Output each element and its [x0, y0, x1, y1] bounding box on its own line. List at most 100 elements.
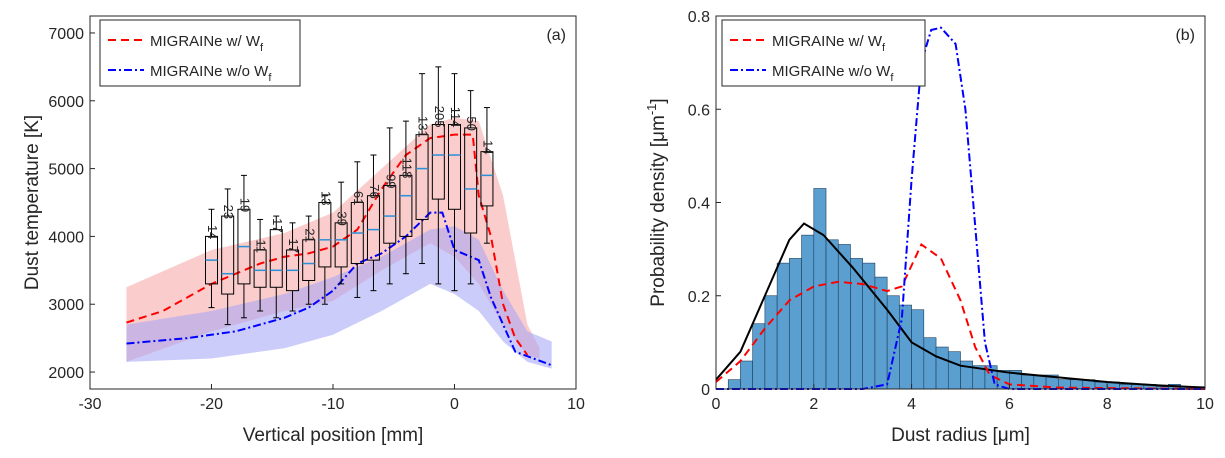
- box: [448, 124, 461, 210]
- count-label: 61: [351, 191, 366, 205]
- hist-bar: [923, 337, 937, 390]
- x-tick-label: -20: [200, 396, 223, 413]
- count-label: 114: [448, 107, 463, 128]
- hist-bar: [1021, 374, 1035, 390]
- legend-box: [721, 19, 926, 87]
- y-tick-label: 4000: [48, 229, 84, 246]
- hist-bar: [776, 262, 790, 390]
- y-axis-label: Dust temperature [K]: [22, 115, 43, 290]
- x-tick-label: 0: [450, 396, 459, 413]
- band: [126, 117, 540, 362]
- count-label: 39: [335, 211, 350, 225]
- series-line: [126, 211, 553, 367]
- hist-bar: [813, 188, 827, 390]
- count-label: 17: [270, 218, 285, 232]
- box: [431, 124, 445, 200]
- count-label: 21: [302, 228, 317, 242]
- hist-bar: [837, 244, 851, 390]
- count-label: 76: [367, 184, 382, 198]
- legend-label: MIGRAINe w/o Wf: [150, 63, 272, 84]
- count-label: 50: [464, 116, 479, 130]
- box: [269, 229, 283, 288]
- y-axis-label: Probability density [μm-1]: [644, 98, 669, 306]
- x-tick-label: 6: [1005, 396, 1014, 413]
- legend-subscript: f: [268, 72, 272, 84]
- count-label: 14: [205, 225, 220, 239]
- legend-label: MIGRAINe w/ Wf: [150, 33, 264, 54]
- box: [399, 174, 413, 237]
- y-axis-label-sup: -1: [644, 104, 659, 116]
- count-label: 11: [254, 239, 269, 253]
- series-line: [716, 26, 1205, 390]
- x-axis-label: Dust radius [μm]: [891, 425, 1030, 446]
- x-tick-label: -30: [78, 396, 101, 413]
- box: [302, 239, 316, 281]
- y-tick-label: 7000: [48, 26, 84, 43]
- legend-name: MIGRAINe w/ W: [772, 33, 883, 50]
- x-tick-label: 4: [907, 396, 916, 413]
- legend-subscript: f: [890, 72, 894, 84]
- box: [366, 195, 380, 261]
- band: [126, 226, 552, 369]
- count-label: 13: [318, 191, 333, 205]
- count-label: 131: [416, 116, 431, 138]
- count-label: 19: [238, 198, 253, 212]
- x-axis-label: Vertical position [mm]: [243, 425, 424, 446]
- y-axis-label-main: Dust temperature [K]: [22, 115, 43, 290]
- y-axis-label-end: ]: [648, 98, 669, 103]
- y-axis-label-main: Probability density [μm: [648, 115, 669, 307]
- hist-bar: [899, 304, 912, 390]
- x-tick-label: 10: [1196, 396, 1214, 413]
- count-label: 23: [221, 205, 236, 219]
- x-tick-label: 0: [712, 396, 721, 413]
- legend-label: MIGRAINe w/o Wf: [772, 63, 894, 84]
- hist-bar: [874, 276, 888, 390]
- y-tick-label: 5000: [48, 162, 84, 179]
- box: [464, 127, 478, 234]
- y-tick-label: 6000: [48, 94, 84, 111]
- box: [383, 185, 397, 244]
- panel-label: (a): [546, 27, 566, 44]
- box: [221, 215, 235, 295]
- x-tick-label: 2: [809, 396, 818, 413]
- legend-name: MIGRAINe w/o W: [150, 63, 269, 80]
- hist-bar: [825, 239, 839, 390]
- y-tick-label: 0.2: [688, 289, 710, 306]
- count-label: 205: [432, 106, 447, 128]
- hist-bar: [801, 234, 815, 390]
- legend-label: MIGRAINe w/ Wf: [772, 33, 886, 54]
- legend-name: MIGRAINe w/o W: [772, 63, 891, 80]
- box: [318, 202, 332, 268]
- box: [480, 151, 494, 207]
- hist-bar: [764, 295, 778, 390]
- panel-label: (b): [1175, 27, 1195, 44]
- hist-bar: [947, 351, 961, 390]
- legend-name: MIGRAINe w/ W: [150, 33, 261, 50]
- x-tick-label: -10: [321, 396, 344, 413]
- hist-bar: [935, 346, 949, 390]
- x-tick-label: 10: [567, 396, 585, 413]
- legend-box: [99, 19, 301, 87]
- count-label: 14: [481, 140, 496, 154]
- box: [253, 249, 267, 288]
- legend-subscript: f: [882, 42, 886, 54]
- y-tick-label: 0: [701, 382, 710, 399]
- y-tick-label: 0.8: [688, 9, 710, 26]
- count-label: 17: [286, 239, 301, 253]
- box: [334, 222, 348, 268]
- count-label: 99: [383, 174, 398, 188]
- y-tick-label: 2000: [48, 365, 84, 382]
- series-line: [126, 133, 529, 356]
- series-line: [715, 242, 1206, 390]
- hist-bar: [740, 360, 753, 390]
- y-tick-label: 0.4: [688, 196, 710, 213]
- hist-bar: [752, 323, 766, 390]
- y-tick-label: 3000: [48, 297, 84, 314]
- y-tick-label: 0.6: [688, 102, 710, 119]
- box: [415, 134, 429, 220]
- hist-bar: [789, 258, 802, 390]
- hist-bar: [727, 379, 741, 390]
- legend-subscript: f: [260, 42, 264, 54]
- count-label: 118: [399, 158, 414, 179]
